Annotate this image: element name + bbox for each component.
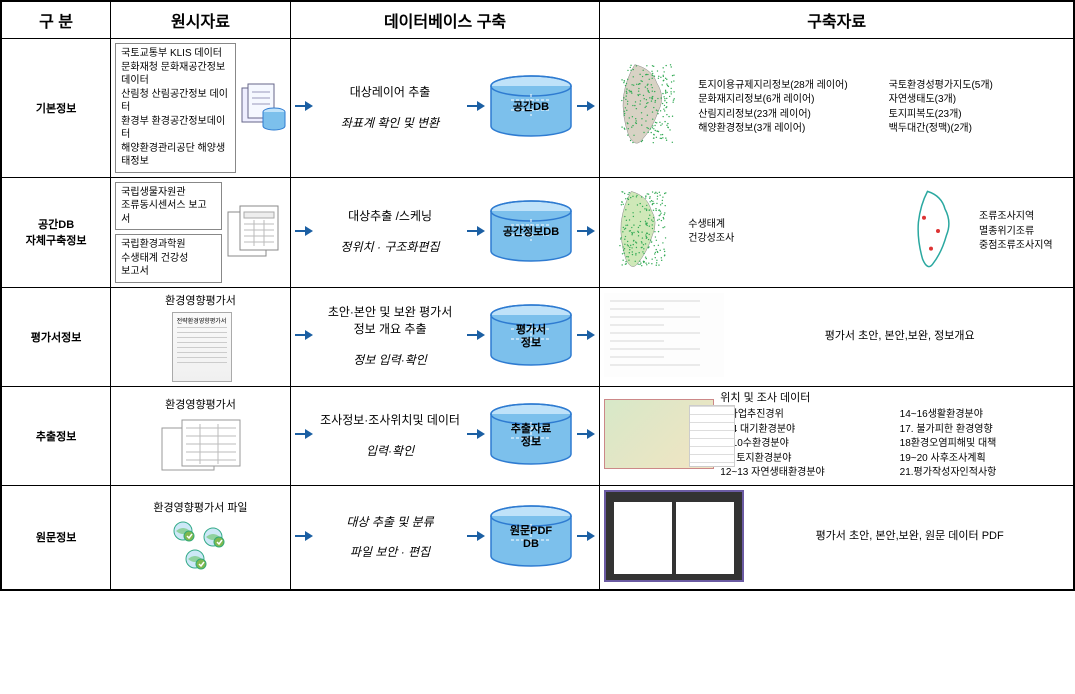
table-row: 추출정보환경영향평가서 조사정보·조사위치및 데이터 입력·확인 추출자료정보 … [1, 386, 1074, 485]
row-label: 추출정보 [1, 386, 111, 485]
result-cell: 수생태계건강성조사 조류조사지역멸종위기조류중점조류조사지역 [600, 177, 1074, 287]
svg-text:공간DB: 공간DB [513, 99, 549, 113]
arrow-right-icon [467, 529, 485, 546]
table-row: 공간DB자체구축정보국립생물자원관조류동시센서스 보고서국립환경과학원수생태계 … [1, 177, 1074, 287]
arrow-right-icon [577, 224, 595, 241]
flow-steps: 조사정보·조사위치및 데이터 입력·확인 [317, 412, 463, 460]
source-title: 환경영향평가서 파일 [115, 499, 286, 515]
row-label: 원문정보 [1, 485, 111, 590]
arrow-right-icon [295, 427, 313, 444]
result-text-mid: 수생태계건강성조사 [688, 218, 897, 247]
form-docs-icon [226, 204, 286, 260]
svg-text:정보: 정보 [521, 335, 541, 349]
arrow-right-icon [577, 328, 595, 345]
source-cell: 환경영향평가서전략환경영향평가서 [111, 287, 291, 386]
result-heading: 위치 및 조사 데이터 [720, 391, 1069, 407]
flow-steps: 대상추출 /스케닝 정위치 · 구조화편집 [317, 208, 463, 256]
database-flow-cell: 초안·본안 및 보완 평가서정보 개요 추출 정보 입력·확인 평가서정보 [290, 287, 599, 386]
globe-files-icon [167, 519, 237, 575]
database-cylinder-icon: 공간정보DB [489, 199, 573, 266]
svg-text:원문PDF: 원문PDF [510, 523, 553, 537]
source-cell: 국립생물자원관조류동시센서스 보고서국립환경과학원수생태계 건강성보고서 [111, 177, 291, 287]
arrow-right-icon [295, 99, 313, 116]
database-cylinder-icon: 공간DB [489, 74, 573, 141]
korea-outline-map-icon [903, 187, 973, 278]
result-cell: 평가서 초안, 본안,보완, 원문 데이터 PDF [600, 485, 1074, 590]
result-cell: 위치 및 조사 데이터1.사업추진경위2~4 대기환경분야5~10수환경분야11… [600, 386, 1074, 485]
flow-steps: 대상 추출 및 분류 파일 보안 · 편집 [317, 514, 463, 562]
table-row: 기본정보국토교통부 KLIS 데이터문화재청 문화재공간정보 데이터산림청 산림… [1, 39, 1074, 178]
database-cylinder-icon: 추출자료정보 [489, 402, 573, 469]
arrow-right-icon [295, 328, 313, 345]
arrow-right-icon [467, 328, 485, 345]
database-cylinder-icon: 평가서정보 [489, 303, 573, 370]
korea-map-icon [604, 60, 692, 155]
form-preview-icon [604, 293, 724, 380]
source-text: 국립생물자원관조류동시센서스 보고서 [115, 182, 222, 231]
database-cylinder-icon: 원문PDFDB [489, 504, 573, 571]
arrow-right-icon [467, 224, 485, 241]
result-text: 위치 및 조사 데이터1.사업추진경위2~4 대기환경분야5~10수환경분야11… [720, 391, 1069, 481]
result-text: 토지이용규제지리정보(28개 레이어)문화재지리정보(6개 레이어)산림지리정보… [698, 79, 1069, 137]
source-cell: 환경영향평가서 파일 [111, 485, 291, 590]
result-text: 평가서 초안, 본안,보완, 원문 데이터 PDF [750, 529, 1069, 545]
row-label: 공간DB자체구축정보 [1, 177, 111, 287]
arrow-right-icon [577, 427, 595, 444]
result-cell: 평가서 초안, 본안,보완, 정보개요 [600, 287, 1074, 386]
source-title: 환경영향평가서 [115, 396, 286, 412]
source-title: 환경영향평가서 [115, 292, 286, 308]
map-table-icon [604, 399, 714, 472]
arrow-right-icon [467, 99, 485, 116]
flow-steps: 초안·본안 및 보완 평가서정보 개요 추출 정보 입력·확인 [317, 304, 463, 368]
arrow-right-icon [467, 427, 485, 444]
database-flow-cell: 대상레이어 추출 좌표계 확인 및 변환 공간DB [290, 39, 599, 178]
header-source: 원시자료 [111, 1, 291, 39]
database-flow-cell: 대상 추출 및 분류 파일 보안 · 편집 원문PDFDB [290, 485, 599, 590]
row-label: 기본정보 [1, 39, 111, 178]
svg-text:공간정보DB: 공간정보DB [503, 224, 559, 238]
arrow-right-icon [577, 529, 595, 546]
arrow-right-icon [295, 224, 313, 241]
header-result: 구축자료 [600, 1, 1074, 39]
result-text-right: 조류조사지역멸종위기조류중점조류조사지역 [979, 210, 1069, 254]
table-row: 원문정보환경영향평가서 파일 대상 추출 및 분류 파일 보안 · 편집 원문P… [1, 485, 1074, 590]
svg-text:정보: 정보 [521, 434, 541, 448]
source-cell: 국토교통부 KLIS 데이터문화재청 문화재공간정보 데이터산림청 산림공간정보… [111, 39, 291, 178]
result-cell: 토지이용규제지리정보(28개 레이어)문화재지리정보(6개 레이어)산림지리정보… [600, 39, 1074, 178]
source-text: 국토교통부 KLIS 데이터문화재청 문화재공간정보 데이터산림청 산림공간정보… [115, 43, 236, 173]
row-label: 평가서정보 [1, 287, 111, 386]
svg-text:추출자료: 추출자료 [511, 421, 551, 435]
result-text: 평가서 초안, 본안,보완, 정보개요 [730, 329, 1069, 345]
arrow-right-icon [577, 99, 595, 116]
table-row: 평가서정보환경영향평가서전략환경영향평가서 초안·본안 및 보완 평가서정보 개… [1, 287, 1074, 386]
document-icon: 전략환경영향평가서 [172, 312, 232, 382]
database-flow-cell: 대상추출 /스케닝 정위치 · 구조화편집 공간정보DB [290, 177, 599, 287]
source-cell: 환경영향평가서 [111, 386, 291, 485]
stacked-db-docs-icon [240, 82, 286, 134]
svg-text:DB: DB [523, 538, 539, 550]
korea-map-green-icon [604, 187, 682, 278]
header-category: 구 분 [1, 1, 111, 39]
arrow-right-icon [295, 529, 313, 546]
database-flow-cell: 조사정보·조사위치및 데이터 입력·확인 추출자료정보 [290, 386, 599, 485]
process-table: 구 분 원시자료 데이터베이스 구축 구축자료 기본정보국토교통부 KLIS 데… [0, 0, 1075, 591]
pdf-viewer-icon [604, 490, 744, 585]
source-text: 국립환경과학원수생태계 건강성보고서 [115, 234, 222, 283]
flow-steps: 대상레이어 추출 좌표계 확인 및 변환 [317, 84, 463, 132]
overlap-forms-icon [160, 416, 244, 476]
svg-text:평가서: 평가서 [516, 322, 546, 336]
header-database: 데이터베이스 구축 [290, 1, 599, 39]
single-doc-icon: 전략환경영향평가서 [172, 312, 232, 382]
